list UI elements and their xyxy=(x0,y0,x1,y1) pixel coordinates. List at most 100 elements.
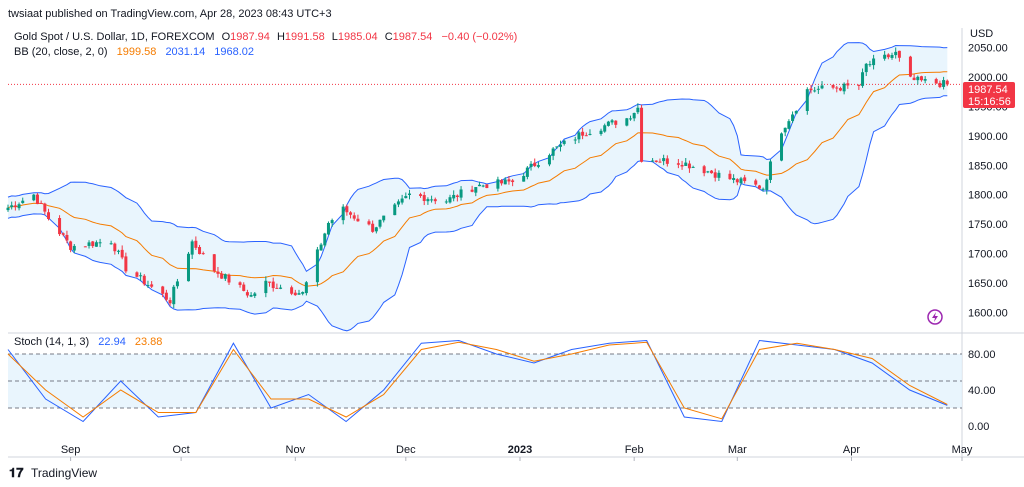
price-pane xyxy=(6,28,1024,458)
candle-body xyxy=(345,206,349,213)
candle-body xyxy=(216,271,220,274)
candle-body xyxy=(139,275,143,277)
candle-body xyxy=(562,140,566,144)
candle-body xyxy=(732,178,736,181)
candle-body xyxy=(371,223,375,232)
candle-body xyxy=(268,281,272,283)
candle-body xyxy=(555,146,559,148)
time-axis: Sep Oct Nov Dec 2023 Feb Mar Apr May xyxy=(61,444,973,461)
time-tick-label: Apr xyxy=(843,444,860,456)
candle-body xyxy=(352,215,356,219)
candle-body xyxy=(787,121,791,129)
candle-body xyxy=(227,274,231,283)
candle-body xyxy=(297,293,301,295)
candle-body xyxy=(890,55,894,58)
candle-body xyxy=(109,243,113,245)
candle-body xyxy=(908,56,912,77)
candle-body xyxy=(640,107,644,162)
candle-body xyxy=(315,249,319,283)
candle-body xyxy=(349,212,353,215)
candle-body xyxy=(651,160,655,162)
candle-body xyxy=(883,54,887,59)
candle-body xyxy=(603,125,607,132)
candle-body xyxy=(503,179,507,185)
candle-body xyxy=(897,50,901,58)
stoch-d-value: 23.88 xyxy=(135,336,163,348)
candle-body xyxy=(98,242,102,244)
candle-body xyxy=(919,76,923,81)
stoch-tick-label: 80.00 xyxy=(968,349,996,361)
price-tick-label: 1750.00 xyxy=(968,219,1008,231)
time-tick-label: May xyxy=(952,444,973,456)
candle-body xyxy=(665,158,669,164)
candle-body xyxy=(242,284,246,291)
lightning-icon[interactable] xyxy=(927,309,943,325)
candle-body xyxy=(470,189,474,192)
time-tick-label: Mar xyxy=(728,444,747,456)
candle-body xyxy=(916,76,920,81)
candle-body xyxy=(172,286,176,305)
bb-upper-line xyxy=(7,42,948,273)
candle-body xyxy=(636,107,640,113)
candle-body xyxy=(632,112,636,119)
candle-body xyxy=(525,167,529,177)
price-tick-label: 1600.00 xyxy=(968,307,1008,319)
candle-body xyxy=(872,58,876,66)
candle-body xyxy=(474,187,478,193)
candle-body xyxy=(220,273,224,279)
candle-body xyxy=(87,242,91,246)
candle-body xyxy=(581,131,585,136)
candle-body xyxy=(529,163,533,167)
candle-body xyxy=(326,222,330,235)
candle-body xyxy=(47,212,51,219)
candle-body xyxy=(396,201,400,205)
candle-body xyxy=(168,300,172,304)
candle-body xyxy=(794,111,798,114)
candle-body xyxy=(393,204,397,216)
symbol-legend: Gold Spot / U.S. Dollar, 1D, FOREXCOM O1… xyxy=(14,31,517,43)
candle-body xyxy=(768,161,772,180)
bb-basis-value: 1999.58 xyxy=(117,46,157,58)
candle-body xyxy=(253,293,257,297)
candle-body xyxy=(710,170,714,174)
candle-body xyxy=(761,188,765,190)
last-price-badge: 1987.54 15:16:56 xyxy=(963,82,1015,108)
candle-body xyxy=(426,199,430,202)
time-tick-label: Nov xyxy=(286,444,306,456)
candle-body xyxy=(706,171,710,173)
publish-line: twsiaat published on TradingView.com, Ap… xyxy=(8,8,332,20)
candle-body xyxy=(684,162,688,166)
candle-body xyxy=(72,245,76,251)
candle-body xyxy=(271,281,275,289)
candle-body xyxy=(868,64,872,66)
candle-body xyxy=(69,241,73,250)
candle-body xyxy=(739,178,743,184)
candle-body xyxy=(820,85,824,89)
candle-body xyxy=(835,87,839,89)
candle-body xyxy=(13,205,17,208)
candle-body xyxy=(610,120,614,123)
candle-body xyxy=(894,51,898,56)
bb-lower-value: 1968.02 xyxy=(214,46,254,58)
candle-body xyxy=(264,280,268,294)
candle-body xyxy=(717,172,721,178)
candle-body xyxy=(713,172,717,178)
candle-body xyxy=(934,79,938,84)
candle-body xyxy=(117,250,121,252)
candle-body xyxy=(249,295,253,297)
candle-body xyxy=(816,88,820,90)
candle-body xyxy=(245,292,249,296)
candle-body xyxy=(419,194,423,197)
candle-body xyxy=(186,253,190,282)
candle-body xyxy=(198,247,202,255)
countdown-value: 15:16:56 xyxy=(968,96,1011,108)
candle-body xyxy=(846,83,850,86)
candle-body xyxy=(10,205,14,208)
bb-fill xyxy=(8,42,948,331)
stoch-axis: 80.00 40.00 0.00 xyxy=(968,349,996,433)
candle-body xyxy=(142,275,146,285)
candle-body xyxy=(687,163,691,169)
candle-body xyxy=(175,281,179,287)
candle-body xyxy=(864,63,868,73)
candle-body xyxy=(341,206,345,221)
